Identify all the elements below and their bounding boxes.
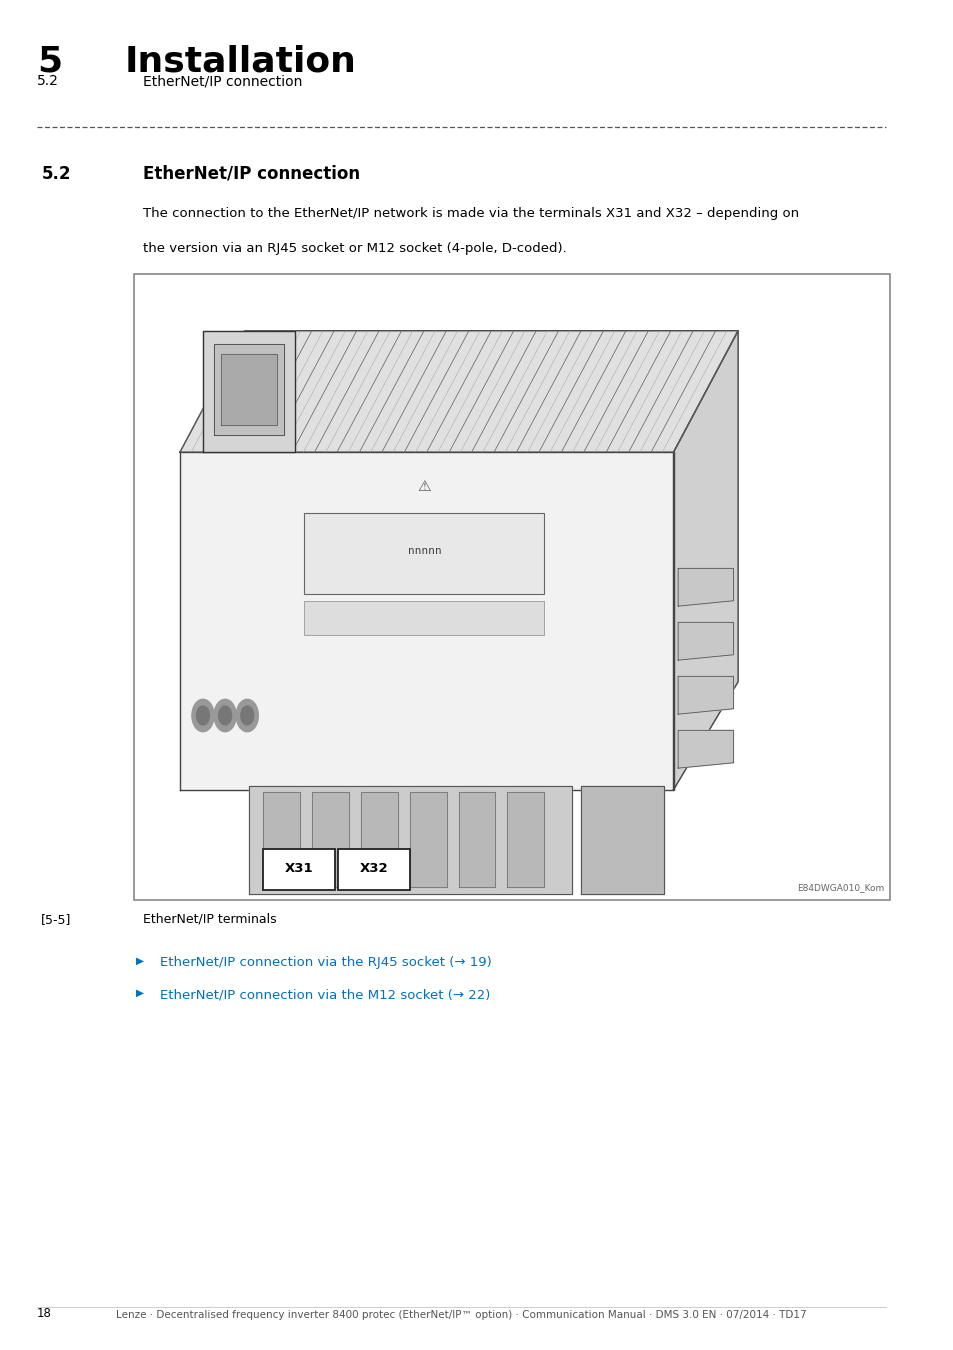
- Text: 18: 18: [37, 1307, 51, 1320]
- Circle shape: [236, 699, 258, 732]
- Polygon shape: [678, 730, 733, 768]
- Polygon shape: [312, 792, 349, 887]
- Text: EtherNet/IP terminals: EtherNet/IP terminals: [143, 913, 276, 926]
- Polygon shape: [458, 792, 495, 887]
- Polygon shape: [221, 354, 276, 425]
- Polygon shape: [249, 786, 572, 894]
- Circle shape: [240, 706, 253, 725]
- Circle shape: [213, 699, 236, 732]
- Circle shape: [218, 706, 232, 725]
- FancyBboxPatch shape: [337, 849, 409, 890]
- Text: nnnnn: nnnnn: [407, 545, 441, 556]
- Text: the version via an RJ45 socket or M12 socket (4-pole, D-coded).: the version via an RJ45 socket or M12 so…: [143, 242, 566, 255]
- Polygon shape: [678, 622, 733, 660]
- Text: 5.2: 5.2: [37, 74, 59, 88]
- Polygon shape: [263, 792, 299, 887]
- Text: Installation: Installation: [125, 45, 356, 78]
- Text: [5-5]: [5-5]: [41, 913, 71, 926]
- Text: EtherNet/IP connection via the RJ45 socket (→ 19): EtherNet/IP connection via the RJ45 sock…: [159, 956, 491, 969]
- Text: ▶: ▶: [135, 988, 144, 998]
- FancyBboxPatch shape: [304, 513, 544, 594]
- FancyBboxPatch shape: [133, 274, 889, 900]
- Text: EtherNet/IP connection: EtherNet/IP connection: [143, 165, 359, 182]
- Text: 5: 5: [37, 45, 62, 78]
- Polygon shape: [213, 344, 284, 435]
- Polygon shape: [673, 331, 738, 790]
- FancyBboxPatch shape: [263, 849, 335, 890]
- Circle shape: [192, 699, 213, 732]
- Polygon shape: [507, 792, 544, 887]
- Polygon shape: [180, 331, 738, 452]
- Text: X32: X32: [359, 861, 388, 875]
- Text: Lenze · Decentralised frequency inverter 8400 protec (EtherNet/IP™ option) · Com: Lenze · Decentralised frequency inverter…: [116, 1311, 806, 1320]
- Polygon shape: [678, 568, 733, 606]
- Text: The connection to the EtherNet/IP network is made via the terminals X31 and X32 : The connection to the EtherNet/IP networ…: [143, 207, 799, 220]
- Text: 5.2: 5.2: [42, 165, 71, 182]
- FancyBboxPatch shape: [304, 601, 544, 634]
- Polygon shape: [180, 452, 673, 790]
- Text: EtherNet/IP connection via the M12 socket (→ 22): EtherNet/IP connection via the M12 socke…: [159, 988, 490, 1002]
- Text: ▶: ▶: [135, 956, 144, 965]
- Circle shape: [196, 706, 210, 725]
- Text: E84DWGA010_Kom: E84DWGA010_Kom: [797, 883, 883, 892]
- Polygon shape: [360, 792, 397, 887]
- Polygon shape: [678, 676, 733, 714]
- Text: X31: X31: [284, 861, 313, 875]
- Polygon shape: [580, 786, 663, 894]
- Polygon shape: [203, 331, 294, 452]
- Polygon shape: [409, 792, 446, 887]
- Text: ⚠: ⚠: [417, 479, 431, 494]
- Text: EtherNet/IP connection: EtherNet/IP connection: [143, 74, 302, 88]
